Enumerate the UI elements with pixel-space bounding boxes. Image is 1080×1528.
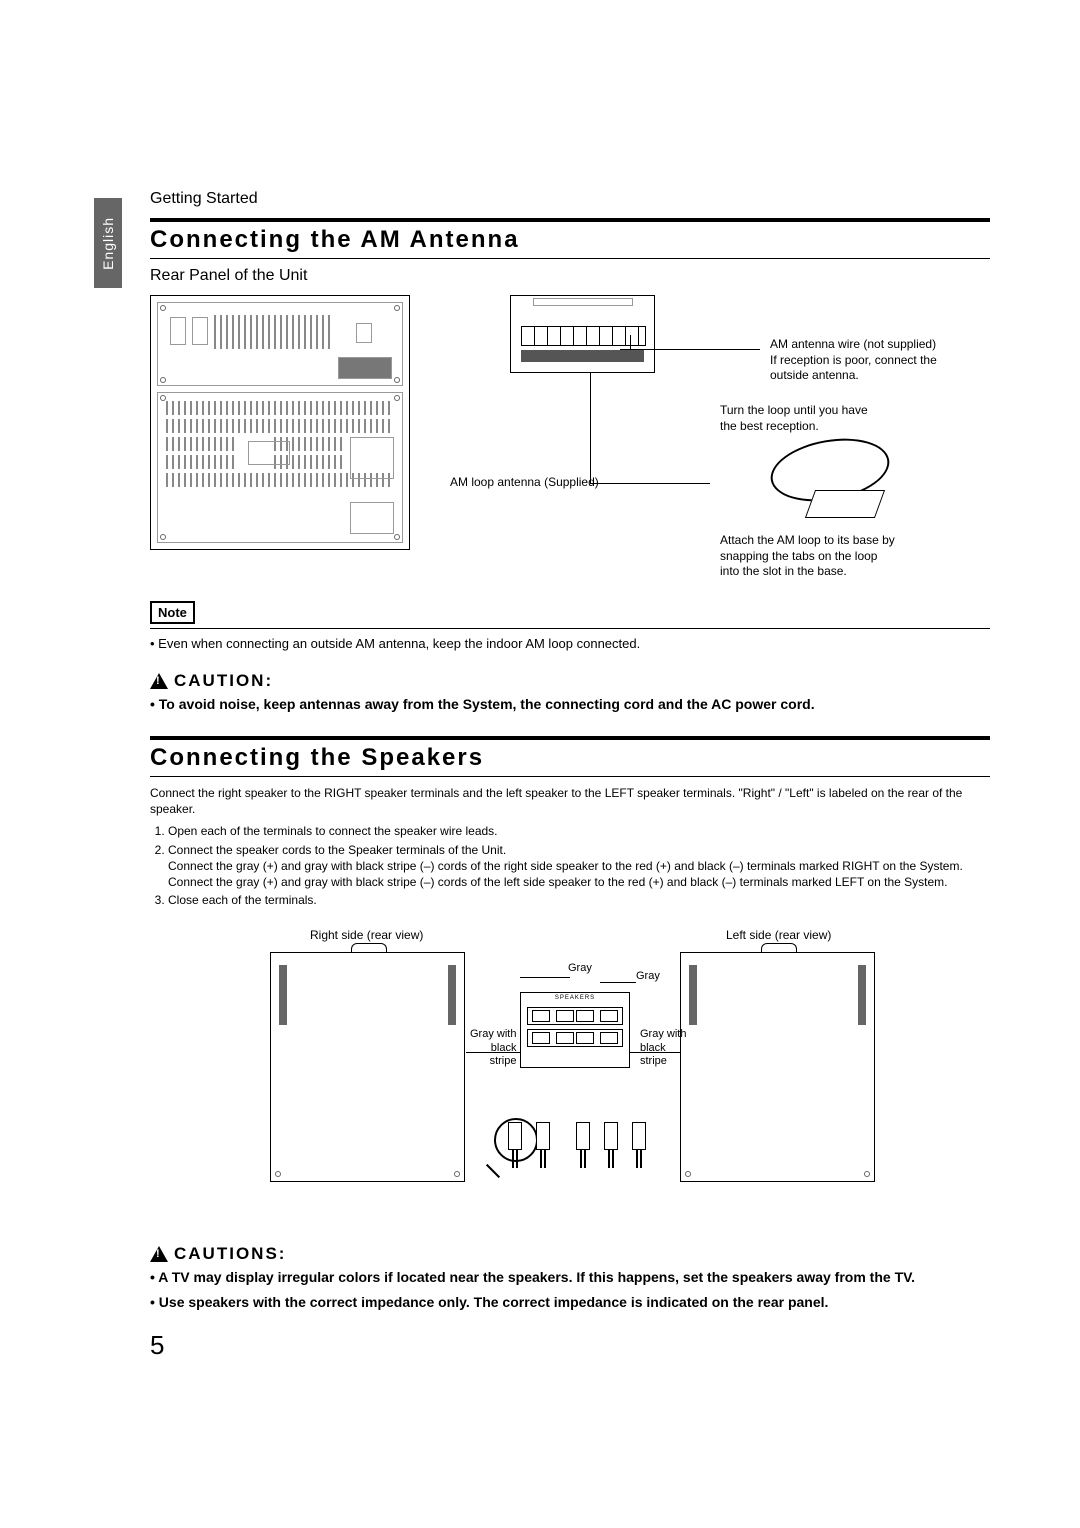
speakers-intro: Connect the right speaker to the RIGHT s… bbox=[150, 785, 990, 817]
rear-panel-label: Rear Panel of the Unit bbox=[150, 267, 990, 285]
speaker-steps: Open each of the terminals to connect th… bbox=[150, 823, 990, 908]
antenna-connector-zoom bbox=[510, 295, 655, 373]
caution-2-bullet-1: • A TV may display irregular colors if l… bbox=[150, 1268, 990, 1287]
right-speaker-diagram bbox=[270, 952, 465, 1182]
wire-label-gray-right: Gray bbox=[568, 962, 592, 975]
speaker-terminal-block: SPEAKERS bbox=[520, 992, 630, 1068]
speaker-figure: Right side (rear view) Left side (rear v… bbox=[150, 922, 990, 1232]
left-speaker-label: Left side (rear view) bbox=[726, 928, 831, 942]
callout-am-wire: AM antenna wire (not supplied) If recept… bbox=[770, 337, 937, 384]
callout-turn-loop: Turn the loop until you have the best re… bbox=[720, 403, 868, 434]
speaker-plugs-diagram bbox=[502, 1122, 652, 1202]
language-tab-label: English bbox=[100, 217, 116, 270]
breadcrumb: Getting Started bbox=[150, 190, 990, 208]
page-content: Getting Started Connecting the AM Antenn… bbox=[150, 190, 990, 1361]
language-tab: English bbox=[94, 198, 122, 288]
page-number: 5 bbox=[150, 1330, 990, 1361]
am-loop-antenna-diagram bbox=[730, 440, 930, 530]
right-speaker-label: Right side (rear view) bbox=[310, 928, 423, 942]
caution-heading-2-text: CAUTIONS: bbox=[174, 1244, 286, 1264]
rear-panel-diagram bbox=[150, 295, 410, 550]
section-divider-thin bbox=[150, 258, 990, 259]
note-block: Note • Even when connecting an outside A… bbox=[150, 601, 990, 653]
speaker-step-2: Connect the speaker cords to the Speaker… bbox=[168, 842, 990, 891]
speaker-step-3: Close each of the terminals. bbox=[168, 892, 990, 908]
caution-heading-2: CAUTIONS: bbox=[150, 1244, 990, 1264]
caution-1-text: • To avoid noise, keep antennas away fro… bbox=[150, 695, 990, 714]
wire-label-gray-stripe-right: Gray with black stripe bbox=[470, 1028, 516, 1068]
section-divider-heavy bbox=[150, 218, 990, 222]
caution-icon bbox=[150, 1246, 168, 1262]
note-text: • Even when connecting an outside AM ant… bbox=[150, 635, 990, 653]
caution-2-bullet-2: • Use speakers with the correct impedanc… bbox=[150, 1293, 990, 1312]
caution-icon bbox=[150, 673, 168, 689]
caution-heading-1-text: CAUTION: bbox=[174, 671, 273, 691]
speaker-step-1: Open each of the terminals to connect th… bbox=[168, 823, 990, 839]
note-label: Note bbox=[150, 601, 195, 624]
section-title-am-antenna: Connecting the AM Antenna bbox=[150, 226, 990, 254]
caution-heading-1: CAUTION: bbox=[150, 671, 990, 691]
section-title-speakers: Connecting the Speakers bbox=[150, 744, 990, 772]
antenna-figure: AM antenna wire (not supplied) If recept… bbox=[150, 295, 990, 575]
wire-label-gray-left: Gray bbox=[636, 970, 660, 983]
callout-attach-loop: Attach the AM loop to its base by snappi… bbox=[720, 533, 895, 580]
wire-label-gray-stripe-left: Gray with black stripe bbox=[640, 1028, 686, 1068]
section-divider-thin bbox=[150, 776, 990, 777]
section-divider-heavy bbox=[150, 736, 990, 740]
left-speaker-diagram bbox=[680, 952, 875, 1182]
terminal-block-label: SPEAKERS bbox=[521, 995, 629, 1001]
callout-am-loop-supplied: AM loop antenna (Supplied) bbox=[450, 475, 599, 491]
